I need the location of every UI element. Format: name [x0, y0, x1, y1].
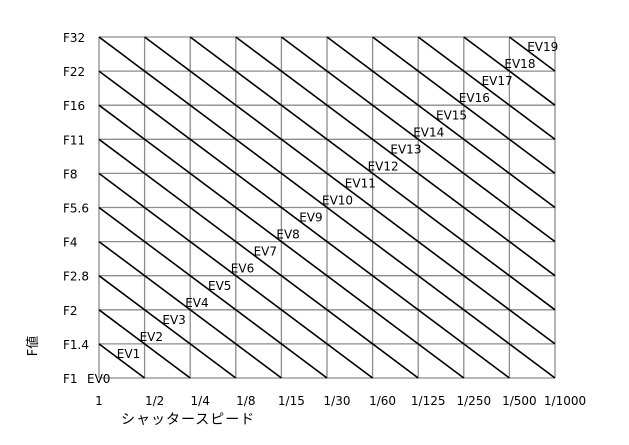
x-tick-label: 1/1000	[544, 394, 586, 408]
y-tick-label: F5.6	[63, 202, 89, 216]
x-tick-label: 1/250	[457, 394, 492, 408]
x-tick-label: 1/2	[145, 394, 164, 408]
ev-line-6	[98, 172, 374, 379]
y-tick-label: F4	[63, 236, 78, 250]
ev-lines	[98, 36, 556, 379]
ev-label: EV14	[413, 125, 444, 139]
ev-label: EV17	[482, 74, 513, 88]
y-tick-label: F1.4	[63, 338, 89, 352]
ev-label: EV2	[140, 330, 163, 344]
y-axis-title: F値	[25, 336, 41, 356]
ev-label: EV6	[231, 262, 254, 276]
ev-line-15	[326, 36, 556, 209]
x-tick-labels: 1 1/2 1/4 1/8 1/15 1/30 1/60 1/125 1/250 1/500 1/1…	[95, 394, 586, 408]
y-tick-label: F8	[63, 167, 78, 181]
ev-label: EV1	[117, 347, 140, 361]
ev-label: EV9	[299, 211, 322, 225]
ev-line-2	[98, 309, 191, 379]
x-tick-label: 1/4	[191, 394, 210, 408]
ev-label: EV3	[162, 313, 185, 327]
x-tick-label: 1	[95, 394, 103, 408]
y-tick-label: F2.8	[63, 270, 89, 284]
x-tick-label: 1/8	[236, 394, 255, 408]
ev-label: EV11	[345, 176, 376, 190]
ev-line-1	[98, 343, 146, 379]
ev-line-14	[280, 36, 556, 243]
ev-line-17	[417, 36, 556, 140]
x-tick-label: 1/500	[502, 394, 537, 408]
ev-label: EV12	[368, 159, 399, 173]
ev-line-3	[98, 275, 237, 379]
ev-line-7	[98, 138, 419, 379]
ev-line-10	[98, 36, 556, 379]
ev-line-5	[98, 206, 328, 379]
ev-label: EV18	[504, 57, 535, 71]
y-tick-labels: F1 F1.4 F2 F2.8 F4 F5.6 F8 F11 F16 F22 F32	[63, 31, 89, 386]
ev-label: EV19	[527, 40, 558, 54]
x-tick-label: 1/125	[411, 394, 446, 408]
ev-line-19	[508, 36, 556, 72]
x-axis-title: シャッタースピード	[121, 412, 255, 428]
ev-line-16	[372, 36, 556, 175]
ev-line-4	[98, 240, 282, 379]
ev-label: EV5	[208, 279, 231, 293]
ev-line-13	[235, 36, 556, 277]
y-tick-label: F1	[63, 372, 78, 386]
y-tick-label: F2	[63, 304, 78, 318]
ev-label: EV10	[322, 194, 353, 208]
ev-label: EV4	[185, 296, 208, 310]
ev-label: EV8	[276, 228, 299, 242]
ev-line-8	[98, 104, 465, 379]
ev-label: EV7	[254, 245, 277, 259]
ev-label: EV0	[87, 372, 110, 386]
y-tick-label: F32	[63, 31, 85, 45]
x-tick-label: 1/30	[324, 394, 351, 408]
x-tick-label: 1/15	[278, 394, 305, 408]
ev-line-12	[189, 36, 556, 311]
ev-line-9	[98, 70, 510, 379]
y-tick-label: F16	[63, 99, 85, 113]
ev-label: EV13	[390, 142, 421, 156]
ev-label: EV16	[459, 91, 490, 105]
y-tick-label: F22	[63, 65, 85, 79]
ev-line-18	[463, 36, 556, 106]
ev-line-11	[144, 36, 556, 345]
x-tick-label: 1/60	[369, 394, 396, 408]
y-tick-label: F11	[63, 133, 85, 147]
ev-label: EV15	[436, 108, 467, 122]
